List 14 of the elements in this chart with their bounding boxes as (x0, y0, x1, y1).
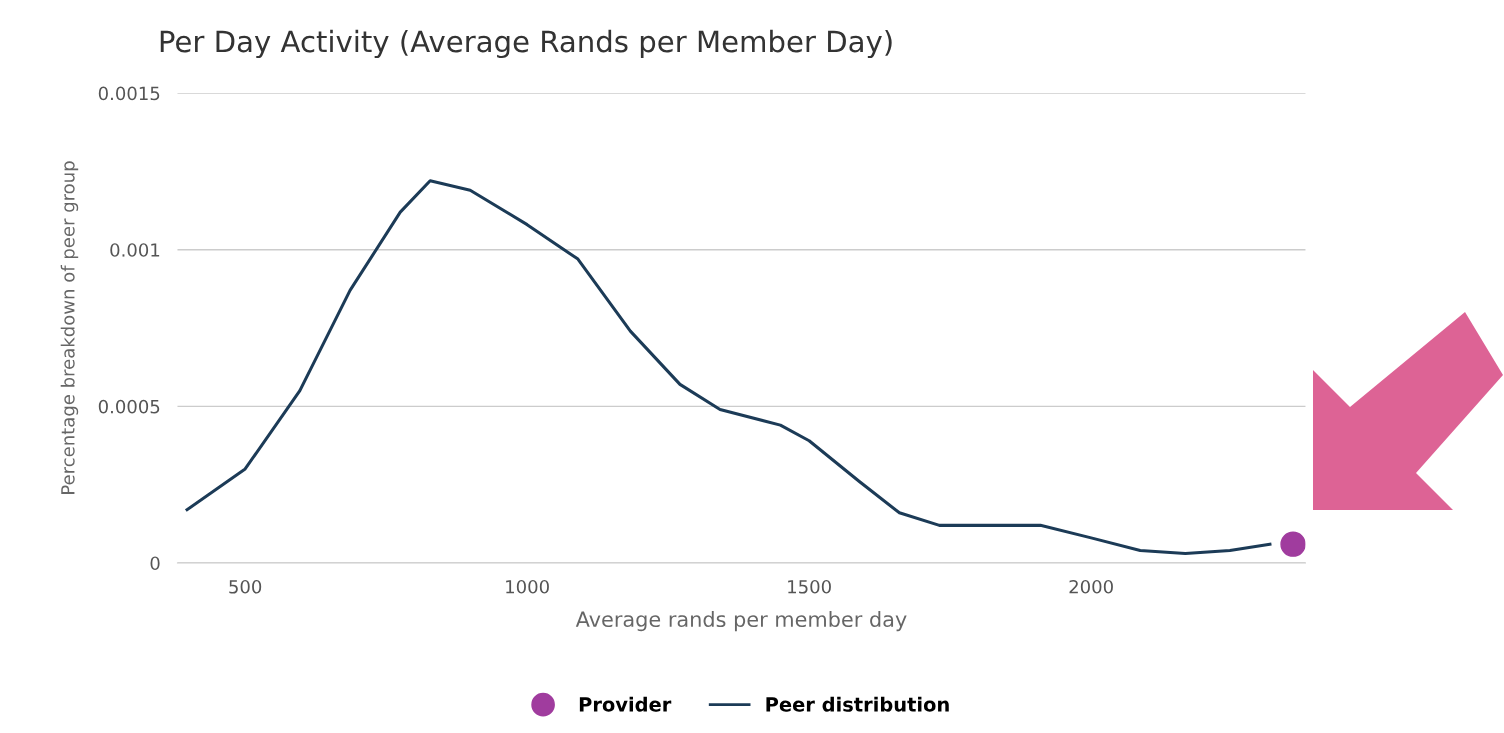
x-tick-label: 1000 (506, 579, 549, 594)
x-tick-label: 1500 (788, 579, 831, 594)
y-tick-label: 0 (150, 556, 160, 571)
y-tick-label: 0.0005 (98, 399, 160, 414)
x-tick-label: 500 (229, 579, 262, 594)
y-tick-label: 0.001 (110, 243, 160, 257)
chart-title: Per Day Activity (Average Rands per Member Day) (160, 29, 892, 59)
x-tick-label: 2000 (1069, 579, 1113, 594)
x-axis-title: Average rands per member day (575, 610, 907, 632)
legend-label: Peer distribution (766, 696, 949, 712)
y-tick-label: 0.0015 (98, 86, 160, 101)
legend-label: Provider (579, 696, 672, 712)
y-axis-title: Percentage breakdown of peer group (60, 161, 79, 494)
line-series (185, 179, 1272, 556)
